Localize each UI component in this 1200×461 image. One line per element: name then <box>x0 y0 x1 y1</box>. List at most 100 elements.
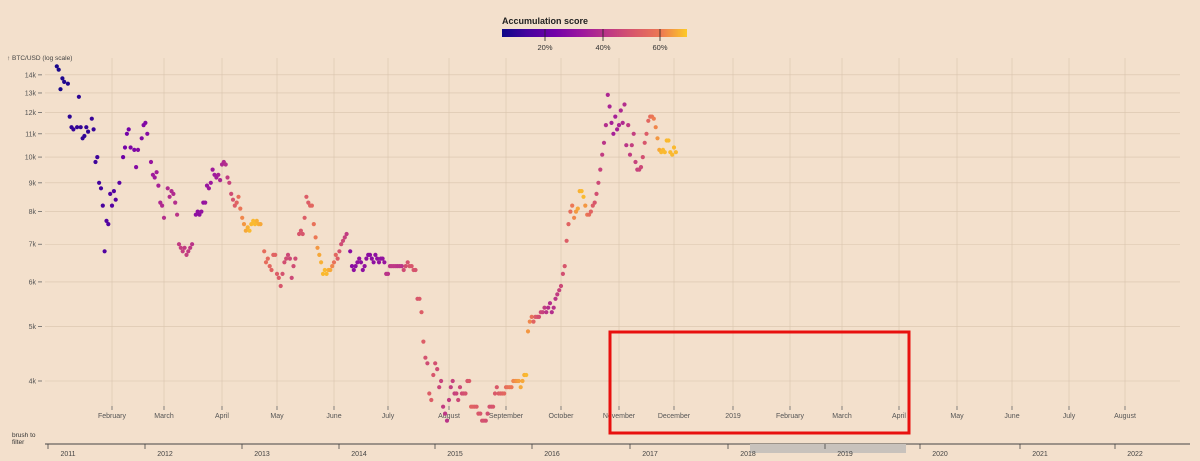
scatter-point <box>358 260 364 265</box>
scatter-point <box>653 125 658 130</box>
scatter-point <box>230 197 236 202</box>
scatter-point <box>280 271 285 276</box>
scatter-point <box>331 260 337 265</box>
scatter-point <box>175 212 180 217</box>
y-tick-label: 10k <box>25 155 37 162</box>
scatter-point <box>60 76 65 81</box>
scatter-point <box>588 209 594 214</box>
scatter-point <box>160 203 165 208</box>
scatter-point <box>615 127 620 132</box>
scatter-point <box>373 252 378 257</box>
scatter-points <box>54 64 679 423</box>
scatter-point <box>642 140 647 145</box>
scatter-point <box>620 120 625 125</box>
scatter-point <box>651 116 656 121</box>
scatter-point <box>156 183 161 188</box>
scatter-point <box>520 378 525 384</box>
scatter-point <box>441 404 446 409</box>
scatter-point <box>128 145 133 150</box>
legend: Accumulation score 20% 40% 60% <box>502 16 687 52</box>
scatter-point <box>111 189 116 194</box>
scatter-point <box>362 264 367 269</box>
scatter-point <box>531 319 536 324</box>
scatter-point <box>206 186 211 191</box>
x-tick-label: December <box>658 413 691 420</box>
scatter-point <box>337 249 342 254</box>
scatter-point <box>330 264 335 269</box>
scatter-point <box>249 222 254 227</box>
scatter-point <box>605 92 610 97</box>
scatter-point <box>456 397 461 403</box>
scatter-point <box>238 206 243 211</box>
scatter-point <box>558 283 564 289</box>
x-tick-label: May <box>270 413 284 420</box>
brush-selection[interactable] <box>750 444 906 453</box>
x-tick-label: July <box>1063 413 1076 420</box>
scatter-point <box>353 264 358 269</box>
scatter-point <box>320 271 326 276</box>
scatter-point <box>75 125 80 130</box>
scatter-point <box>570 203 575 208</box>
scatter-point <box>104 218 109 223</box>
scatter-point <box>176 242 182 247</box>
scatter-point <box>282 260 287 265</box>
scatter-point <box>478 411 483 416</box>
scatter-point <box>121 155 126 160</box>
scatter-point <box>289 275 294 280</box>
scatter-point <box>627 152 633 157</box>
scatter-point <box>258 222 263 227</box>
scatter-point <box>199 209 204 214</box>
scatter-point <box>324 271 329 276</box>
scatter-point <box>575 206 580 211</box>
y-tick-label: 14k <box>25 72 37 79</box>
y-axis-label: ↑ BTC/USD (log scale) <box>7 55 72 62</box>
scatter-point <box>309 203 314 208</box>
scatter-point <box>594 191 599 196</box>
scatter-point <box>446 397 452 403</box>
x-tick-label: June <box>326 413 341 420</box>
scatter-point <box>143 120 148 125</box>
scatter-point <box>293 256 298 261</box>
brush-timeline[interactable]: brush to filter 2011 2012 2013 2014 2015 2016 2… <box>12 432 1190 458</box>
scatter-point <box>590 203 595 208</box>
scatter-point <box>355 260 360 265</box>
scatter-point <box>278 283 283 289</box>
scatter-point <box>553 296 558 301</box>
scatter-point <box>247 228 252 233</box>
scatter-point <box>313 235 318 240</box>
x-tick-label: November <box>603 413 636 420</box>
scatter-point <box>616 123 622 128</box>
scatter-point <box>84 125 89 130</box>
scatter-point <box>335 256 340 261</box>
scatter-point <box>670 152 675 157</box>
scatter-point <box>603 123 609 128</box>
scatter-point <box>409 264 414 269</box>
scatter-point <box>135 147 141 152</box>
scatter-point <box>297 231 302 237</box>
scatter-point <box>492 391 498 396</box>
scatter-point <box>186 249 191 254</box>
scatter-point <box>364 256 369 261</box>
y-tick-label: 7k <box>29 242 37 249</box>
legend-tick-label: 60% <box>652 43 667 52</box>
scatter-point <box>382 260 387 265</box>
brush-year-label: 2015 <box>447 451 463 458</box>
scatter-point <box>203 200 208 205</box>
scatter-point <box>474 404 479 409</box>
scatter-point <box>555 292 560 297</box>
x-tick-label: 2019 <box>725 413 741 420</box>
scatter-point <box>287 256 292 261</box>
scatter-point <box>457 385 463 390</box>
scatter-point <box>315 245 320 250</box>
brush-label: brush to filter <box>12 432 36 446</box>
y-tick-label: 12k <box>25 110 37 117</box>
scatter-point <box>371 260 376 265</box>
scatter-point <box>218 178 223 183</box>
scatter-point <box>557 288 562 293</box>
scatter-point <box>444 418 450 423</box>
scatter-point <box>671 145 677 150</box>
scatter-point <box>463 391 468 396</box>
scatter-point <box>437 385 442 390</box>
scatter-point <box>633 159 638 165</box>
